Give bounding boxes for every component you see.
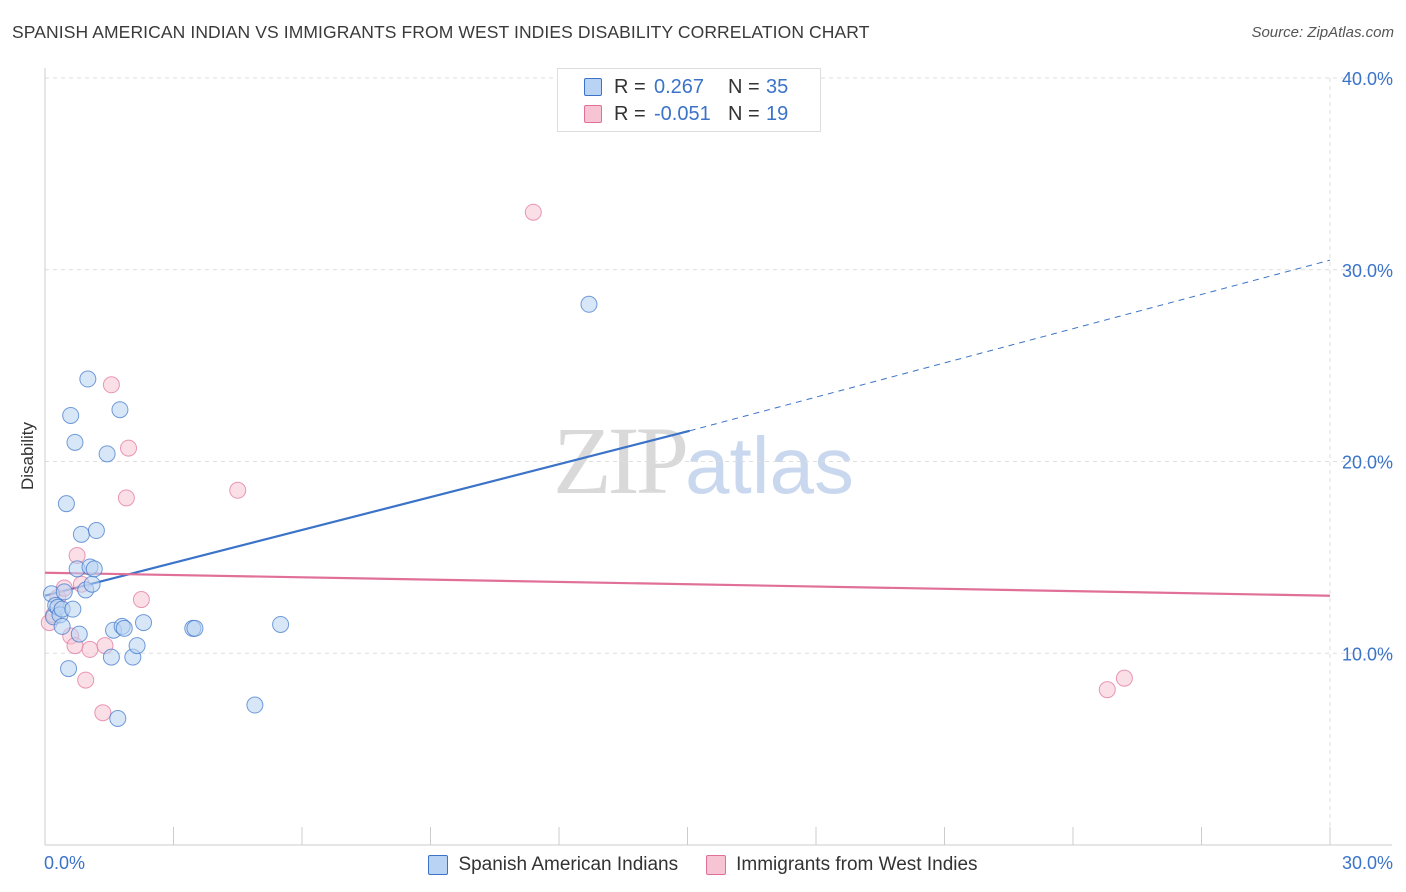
- x-tick-label: 30.0%: [1342, 853, 1393, 873]
- y-tick-label: 30.0%: [1342, 261, 1393, 281]
- point-spanish-american-indians: [109, 709, 127, 727]
- point-immigrants-from-west-indies: [117, 489, 135, 507]
- point-spanish-american-indians: [272, 615, 290, 633]
- point-spanish-american-indians: [87, 522, 105, 540]
- point-spanish-american-indians: [53, 617, 71, 635]
- point-immigrants-from-west-indies: [94, 704, 112, 722]
- point-spanish-american-indians: [72, 525, 90, 543]
- legend-n-label: N =: [728, 102, 760, 125]
- legend-item-spanish-american-indians[interactable]: Spanish American Indians: [428, 854, 678, 876]
- data-points: [40, 203, 1133, 727]
- legend-label: Spanish American Indians: [458, 854, 679, 875]
- trend-line-spanish-american-indians: [44, 429, 690, 597]
- legend-r-label: R =: [614, 102, 646, 125]
- point-spanish-american-indians: [98, 445, 116, 463]
- point-immigrants-from-west-indies: [132, 591, 150, 609]
- point-spanish-american-indians: [70, 625, 88, 643]
- legend-r-value: 0.267: [654, 75, 705, 98]
- point-immigrants-from-west-indies: [229, 481, 247, 499]
- trend-line-extension: [689, 259, 1331, 432]
- point-spanish-american-indians: [111, 401, 129, 419]
- x-tick-label: 0.0%: [44, 853, 85, 873]
- point-immigrants-from-west-indies: [524, 203, 542, 221]
- point-immigrants-from-west-indies: [120, 439, 138, 457]
- y-tick-label: 10.0%: [1342, 644, 1393, 664]
- point-spanish-american-indians: [186, 619, 204, 637]
- point-spanish-american-indians: [79, 370, 97, 388]
- series-legend: Spanish American Indians Immigrants from…: [0, 852, 1406, 878]
- point-spanish-american-indians: [83, 575, 101, 593]
- legend-swatch-blue: [584, 78, 602, 96]
- legend-n-value: 35: [766, 75, 789, 98]
- watermark-atlas: atlas: [685, 421, 854, 510]
- point-spanish-american-indians: [246, 696, 264, 714]
- point-spanish-american-indians: [60, 660, 78, 678]
- gridlines: [45, 77, 1392, 845]
- y-tick-label: 40.0%: [1342, 69, 1393, 89]
- point-immigrants-from-west-indies: [1115, 669, 1133, 687]
- point-spanish-american-indians: [55, 583, 73, 601]
- trend-lines: [44, 259, 1331, 597]
- point-spanish-american-indians: [128, 637, 146, 655]
- point-spanish-american-indians: [115, 619, 133, 637]
- point-spanish-american-indians: [62, 406, 80, 424]
- point-spanish-american-indians: [102, 648, 120, 666]
- legend-swatch-pink: [706, 855, 727, 875]
- source-note: Source: ZipAtlas.com: [1251, 24, 1394, 41]
- point-spanish-american-indians: [64, 600, 82, 618]
- legend-row-series-1: R = 0.267 N = 35: [558, 74, 788, 100]
- point-immigrants-from-west-indies: [81, 640, 99, 658]
- point-spanish-american-indians: [85, 560, 103, 578]
- chart-title: SPANISH AMERICAN INDIAN VS IMMIGRANTS FR…: [12, 22, 870, 42]
- y-tick-label: 20.0%: [1342, 453, 1393, 473]
- point-spanish-american-indians: [135, 614, 153, 632]
- trend-line-immigrants-from-west-indies: [44, 571, 1331, 597]
- tick-labels: 10.0% 20.0% 30.0% 40.0% 0.0% 30.0%: [44, 69, 1393, 873]
- legend-r-value: -0.051: [654, 102, 711, 125]
- legend-n-label: N =: [728, 75, 760, 98]
- legend-swatch-pink: [584, 105, 602, 123]
- point-immigrants-from-west-indies: [102, 376, 120, 394]
- legend-row-series-2: R = -0.051 N = 19: [558, 101, 788, 127]
- legend-n-value: 19: [766, 102, 789, 125]
- point-spanish-american-indians: [57, 495, 75, 513]
- point-immigrants-from-west-indies: [77, 671, 95, 689]
- legend-r-label: R =: [614, 75, 646, 98]
- point-spanish-american-indians: [580, 295, 598, 313]
- legend-item-immigrants-from-west-indies[interactable]: Immigrants from West Indies: [706, 854, 978, 876]
- legend-swatch-blue: [428, 855, 449, 875]
- legend-label: Immigrants from West Indies: [736, 854, 978, 875]
- axes: [44, 68, 1392, 846]
- point-immigrants-from-west-indies: [1098, 681, 1116, 699]
- stats-legend: R = 0.267 N = 35 R = -0.051 N = 19: [557, 68, 821, 132]
- point-spanish-american-indians: [66, 433, 84, 451]
